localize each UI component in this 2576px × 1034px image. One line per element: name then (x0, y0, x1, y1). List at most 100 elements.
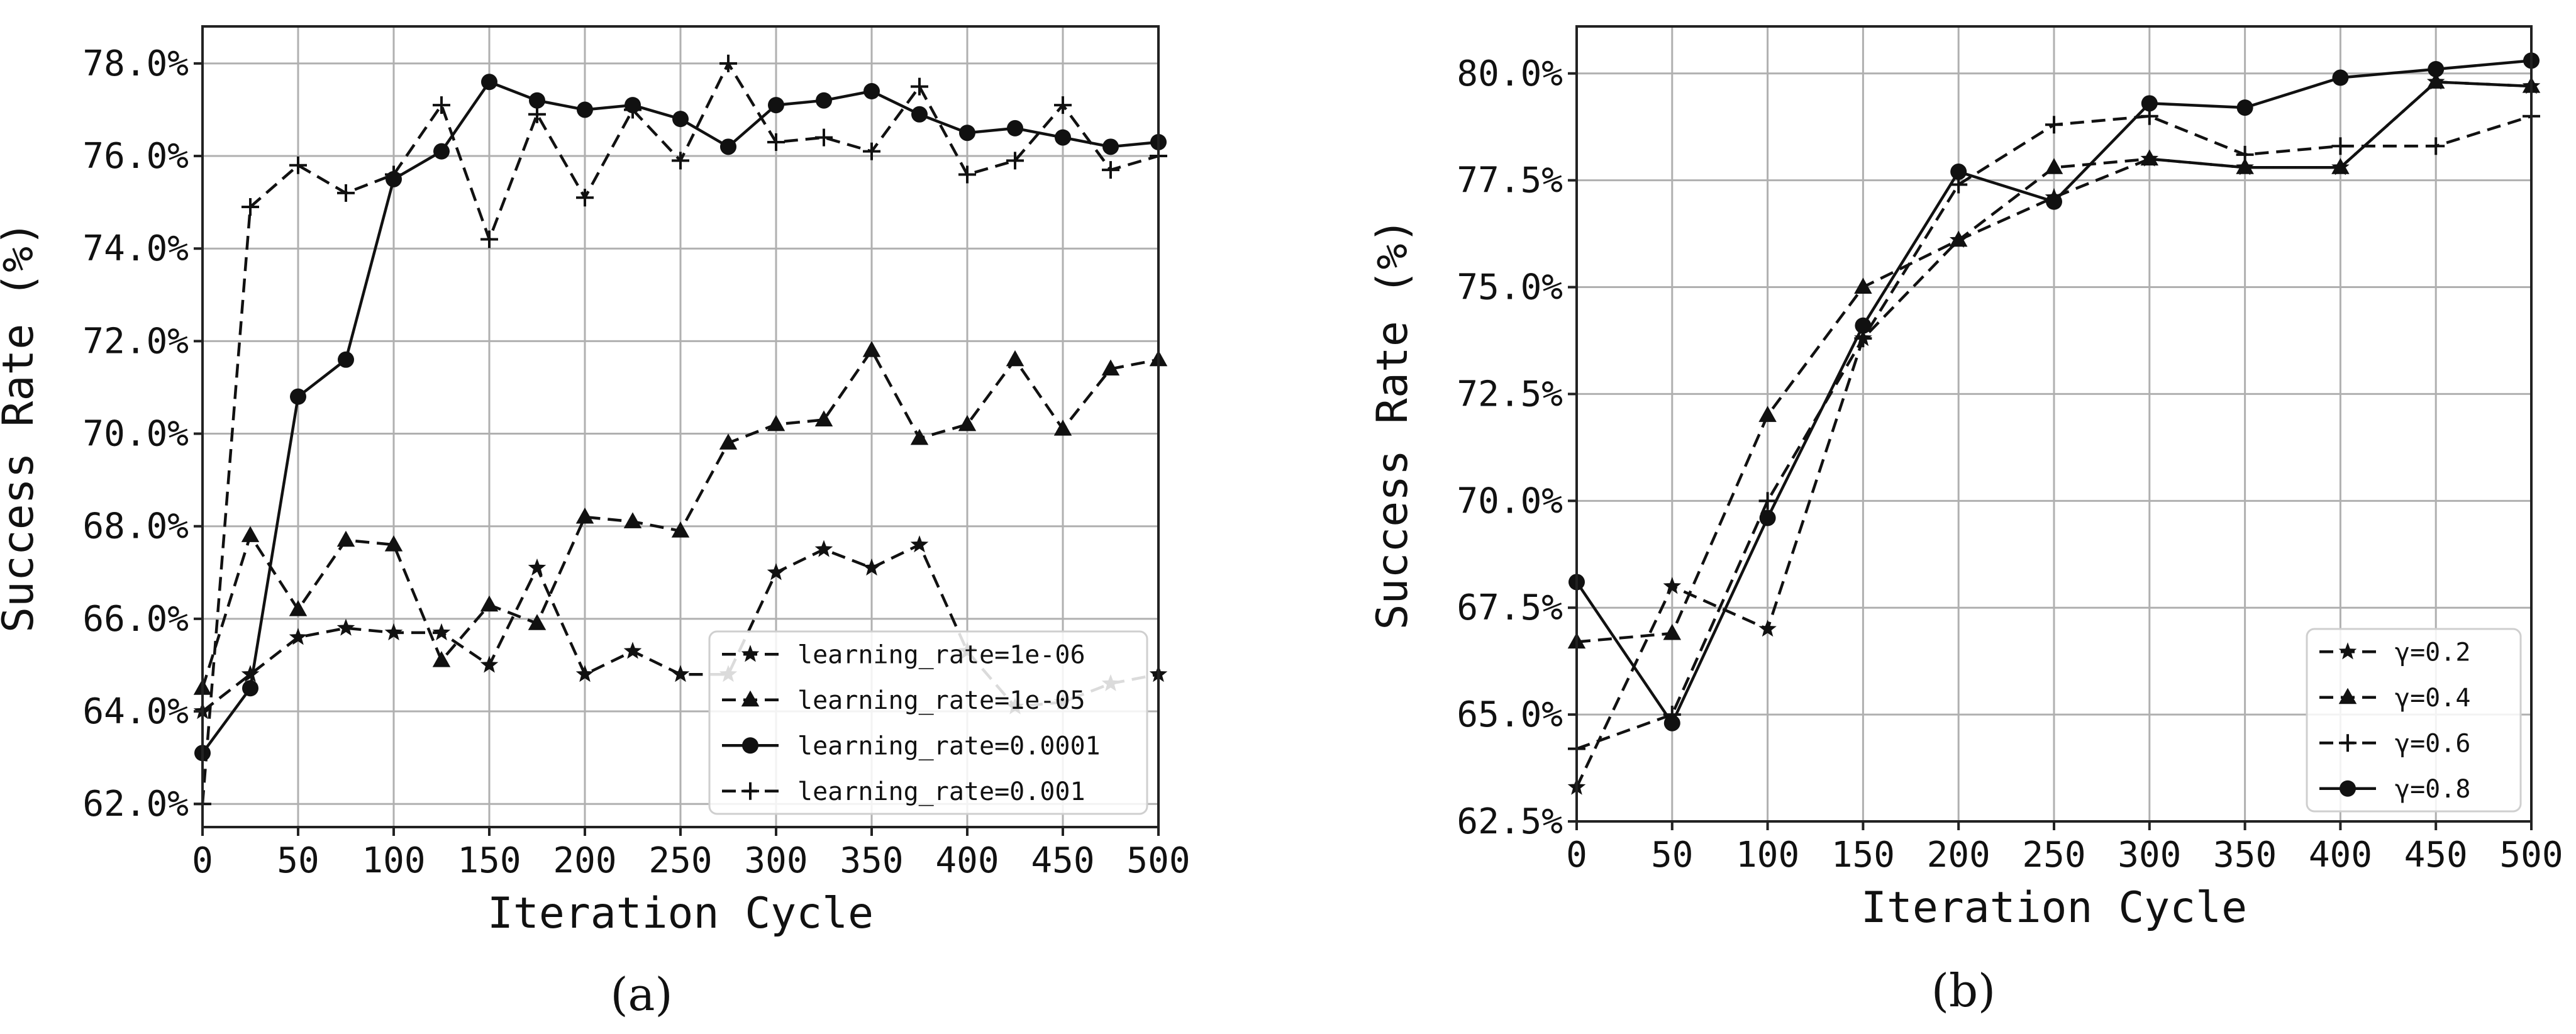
data-point (1855, 317, 1872, 334)
data-point (623, 512, 642, 528)
data-point (433, 143, 450, 160)
data-point (1006, 350, 1024, 367)
data-point (2046, 193, 2062, 210)
data-point (1007, 120, 1023, 136)
legend-marker (2339, 734, 2357, 752)
data-point (958, 414, 977, 431)
panel-b-y-ticks: 62.5% 65.0% 67.5% 70.0% 72.5% 75.0% 77.5% 80.0% (1457, 53, 1577, 842)
panel-a-series-layer (193, 54, 1168, 813)
data-point (2236, 145, 2254, 164)
data-point (719, 54, 737, 72)
x-tick-label: 100 (362, 840, 425, 881)
panel-b-x-ticks: 0 50 100 150 200 250 300 350 400 450 500 (1566, 821, 2563, 876)
data-point (862, 341, 881, 357)
legend-label: learning_rate=1e-05 (797, 686, 1085, 715)
data-point (242, 197, 259, 216)
data-point (1949, 230, 1968, 247)
data-point (2045, 116, 2063, 134)
data-point (481, 74, 497, 91)
data-point (1663, 714, 1680, 731)
legend-marker (741, 645, 760, 662)
data-point (242, 680, 258, 697)
legend-box (2306, 628, 2522, 813)
panel-a-y-ticks: 62.0% 64.0% 66.0% 68.0% 70.0% 72.0% 74.0% 76.0%… (82, 43, 203, 825)
x-tick-label: 450 (2404, 835, 2468, 876)
legend-marker (2338, 687, 2357, 704)
x-tick-label: 300 (2118, 835, 2181, 876)
legend-marker (742, 737, 758, 754)
data-point (336, 530, 355, 547)
data-point (336, 618, 355, 636)
y-tick-label: 67.5% (1457, 587, 1563, 628)
data-point (2141, 95, 2158, 112)
legend-box (708, 630, 1148, 815)
x-tick-label: 500 (1126, 840, 1190, 881)
series-line (1576, 81, 2532, 643)
x-tick-label: 250 (2022, 835, 2085, 876)
data-point (576, 189, 594, 207)
y-tick-label: 68.0% (82, 506, 189, 547)
data-point (433, 96, 450, 114)
data-point (719, 433, 738, 450)
series-1 (1567, 72, 2541, 649)
data-point (720, 138, 736, 155)
y-tick-label: 75.0% (1457, 267, 1563, 308)
data-point (385, 165, 402, 184)
legend-label: learning_rate=0.001 (797, 777, 1085, 806)
y-tick-label: 74.0% (82, 228, 189, 269)
data-point (528, 105, 546, 123)
x-tick-label: 500 (2499, 835, 2563, 876)
data-point (623, 642, 642, 659)
y-tick-label: 77.5% (1457, 160, 1563, 201)
data-point (1950, 164, 1967, 181)
data-point (2045, 158, 2063, 174)
y-tick-label: 62.5% (1457, 801, 1563, 842)
data-point (338, 351, 354, 368)
panel-a-legend: learning_rate=1e-06 learning_rate=1e-05le… (708, 630, 1148, 815)
data-point (958, 165, 976, 184)
x-tick-label: 50 (1651, 835, 1693, 876)
data-point (2236, 99, 2253, 116)
data-point (2426, 72, 2445, 89)
data-point (672, 152, 689, 170)
data-point (1663, 623, 1682, 640)
legend-marker (2338, 642, 2357, 660)
series-3 (1568, 52, 2540, 731)
x-tick-label: 0 (1566, 835, 1587, 876)
y-tick-label: 66.0% (82, 599, 189, 640)
panel-b-x-axis-label: Iteration Cycle (1861, 883, 2247, 933)
x-tick-label: 0 (192, 840, 213, 881)
data-point (2331, 158, 2350, 174)
x-tick-label: 150 (457, 840, 521, 881)
data-point (910, 535, 929, 553)
panel-a: 0 50 100 150 200 250 300 350 400 450 500 62.0% 64.0… (0, 25, 1191, 1021)
data-point (529, 92, 545, 109)
y-tick-label: 64.0% (82, 691, 189, 732)
data-point (863, 142, 880, 160)
panel-b: 0 50 100 150 200 250 300 350 400 450 500 62.5% 65.0… (1368, 25, 2563, 1017)
data-point (767, 133, 785, 151)
data-point (1759, 509, 1776, 526)
data-point (863, 83, 880, 100)
data-point (862, 558, 881, 576)
data-point (290, 388, 306, 405)
data-point (289, 628, 308, 645)
panel-a-y-axis-label: Success Rate (%) (0, 221, 43, 633)
data-point (577, 101, 593, 118)
data-point (241, 665, 260, 682)
legend-label: learning_rate=0.0001 (797, 731, 1101, 760)
y-tick-label: 72.0% (82, 321, 189, 362)
data-point (2428, 60, 2445, 77)
y-tick-label: 72.5% (1457, 374, 1563, 414)
data-point (1006, 152, 1024, 170)
data-point (671, 521, 690, 538)
data-point (2331, 137, 2350, 155)
data-point (337, 184, 355, 202)
data-point (1101, 359, 1120, 376)
data-point (1102, 161, 1119, 179)
legend-marker (741, 690, 760, 707)
x-tick-label: 350 (2213, 835, 2277, 876)
panel-b-legend: γ=0.2 γ=0.4 γ=0.6 γ=0.8 (2306, 628, 2522, 813)
data-point (1102, 138, 1119, 155)
data-point (671, 665, 690, 682)
